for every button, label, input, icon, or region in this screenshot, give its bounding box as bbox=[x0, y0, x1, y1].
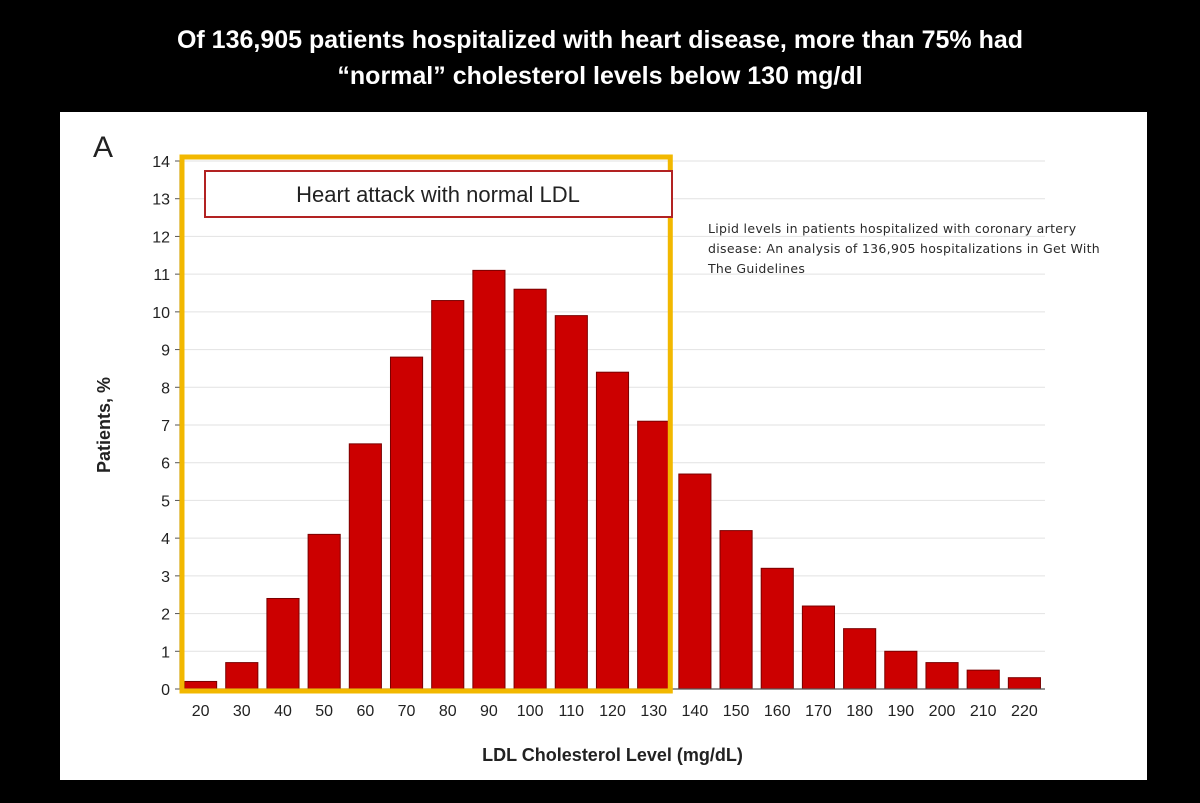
bar-180 bbox=[843, 628, 877, 690]
y-tick-label: 0 bbox=[161, 682, 170, 699]
bar-210 bbox=[966, 669, 1000, 690]
y-tick-label: 11 bbox=[153, 267, 170, 284]
bar-50 bbox=[307, 533, 341, 690]
x-tick-label: 60 bbox=[356, 703, 374, 720]
y-tick-label: 3 bbox=[161, 569, 170, 586]
y-tick-label: 12 bbox=[152, 229, 170, 246]
bar-80 bbox=[431, 300, 465, 690]
x-tick-label: 170 bbox=[805, 703, 832, 720]
x-tick-label: 130 bbox=[640, 703, 667, 720]
bar-90 bbox=[472, 269, 506, 690]
y-tick-label: 4 bbox=[161, 531, 170, 548]
bar-30 bbox=[225, 662, 259, 690]
headline-line-2: “normal” cholesterol levels below 130 mg… bbox=[337, 62, 863, 90]
x-tick-label: 150 bbox=[723, 703, 750, 720]
bar-190 bbox=[884, 650, 918, 690]
y-tick-label: 7 bbox=[161, 418, 170, 435]
y-tick-label: 13 bbox=[152, 192, 170, 209]
citation-note: Lipid levels in patients hospitalized wi… bbox=[708, 221, 1101, 276]
highlight-label-box bbox=[204, 170, 673, 218]
y-tick-label: 14 bbox=[152, 154, 170, 171]
x-tick-label: 20 bbox=[192, 703, 210, 720]
x-tick-label: 30 bbox=[233, 703, 251, 720]
x-tick-label: 140 bbox=[682, 703, 709, 720]
bar-130 bbox=[637, 420, 671, 690]
x-tick-label: 40 bbox=[274, 703, 292, 720]
y-tick-label: 6 bbox=[161, 456, 170, 473]
panel-label: A bbox=[93, 131, 113, 164]
normal-ldl-highlight-box bbox=[179, 154, 673, 694]
x-tick-label: 220 bbox=[1011, 703, 1038, 720]
x-tick-label: 80 bbox=[439, 703, 457, 720]
x-tick-label: 160 bbox=[764, 703, 791, 720]
y-tick-label: 10 bbox=[152, 305, 170, 322]
x-tick-label: 180 bbox=[846, 703, 873, 720]
bar-200 bbox=[925, 662, 959, 690]
chart-panel: 0 1 2 3 4 5 6 7 8 9 10 11 12 13 14 20 30 40 50 60 70 80 90 100 1… bbox=[60, 112, 1147, 780]
y-tick-label: 1 bbox=[161, 644, 170, 661]
x-tick-label: 190 bbox=[887, 703, 914, 720]
bar-170 bbox=[801, 605, 836, 690]
y-tick-label: 8 bbox=[161, 380, 170, 397]
x-tick-label: 100 bbox=[517, 703, 544, 720]
bar-20 bbox=[184, 680, 218, 690]
bar-60 bbox=[348, 443, 382, 690]
bar-120 bbox=[595, 371, 630, 690]
headline: Of 136,905 patients hospitalized with he… bbox=[0, 22, 1200, 94]
x-tick-label: 110 bbox=[559, 703, 585, 720]
bar-150 bbox=[719, 530, 753, 690]
bar-40 bbox=[266, 597, 300, 690]
x-tick-label: 70 bbox=[398, 703, 416, 720]
x-tick-label: 90 bbox=[480, 703, 498, 720]
headline-line-1: Of 136,905 patients hospitalized with he… bbox=[176, 26, 1024, 54]
y-tick-label: 2 bbox=[161, 607, 170, 624]
y-tick-label: 5 bbox=[161, 493, 170, 510]
x-tick-label: 120 bbox=[599, 703, 626, 720]
y-axis-title: Patients, % bbox=[94, 377, 114, 473]
bar-100 bbox=[513, 288, 547, 690]
highlight-label: Heart attack with normal LDL bbox=[296, 182, 580, 207]
x-tick-label: 50 bbox=[315, 703, 333, 720]
x-tick-label: 210 bbox=[970, 703, 997, 720]
bar-110 bbox=[554, 315, 588, 690]
bar-160 bbox=[760, 567, 794, 690]
bar-140 bbox=[678, 473, 712, 690]
y-tick-label: 9 bbox=[161, 343, 170, 360]
x-axis-title: LDL Cholesterol Level (mg/dL) bbox=[482, 745, 743, 765]
x-tick-label: 200 bbox=[929, 703, 956, 720]
bar-70 bbox=[389, 356, 424, 690]
bar-220 bbox=[1007, 677, 1041, 690]
